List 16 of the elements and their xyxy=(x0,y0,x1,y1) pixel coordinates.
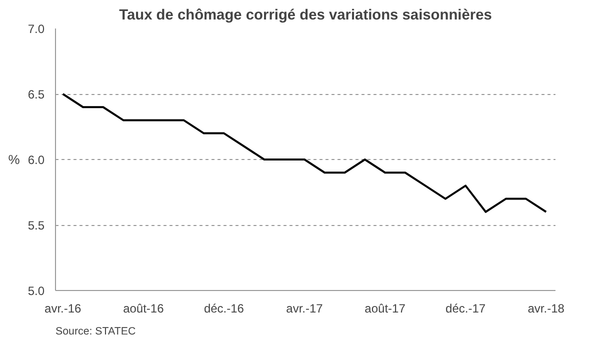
x-tick-label: avr.-16 xyxy=(44,302,82,316)
x-tick-label: avr.-18 xyxy=(528,302,565,316)
x-tick-label: août-17 xyxy=(364,302,406,316)
y-tick-label: 6.5 xyxy=(28,88,45,102)
y-axis-title: % xyxy=(8,152,20,167)
y-tick-label: 5.0 xyxy=(28,284,45,298)
x-tick-label: déc.-17 xyxy=(446,302,486,316)
x-tick-label: avr.-17 xyxy=(286,302,324,316)
y-tick-label: 7.0 xyxy=(28,22,45,36)
x-tick-label: août-16 xyxy=(123,302,164,316)
y-tick-label: 6.0 xyxy=(28,153,45,167)
chart-title: Taux de chômage corrigé des variations saisonnières xyxy=(119,8,492,24)
x-tick-label: déc.-16 xyxy=(204,302,244,316)
line-series xyxy=(62,93,548,213)
source-note: Source: STATEC xyxy=(56,326,136,338)
y-tick-label: 5.5 xyxy=(28,218,45,232)
